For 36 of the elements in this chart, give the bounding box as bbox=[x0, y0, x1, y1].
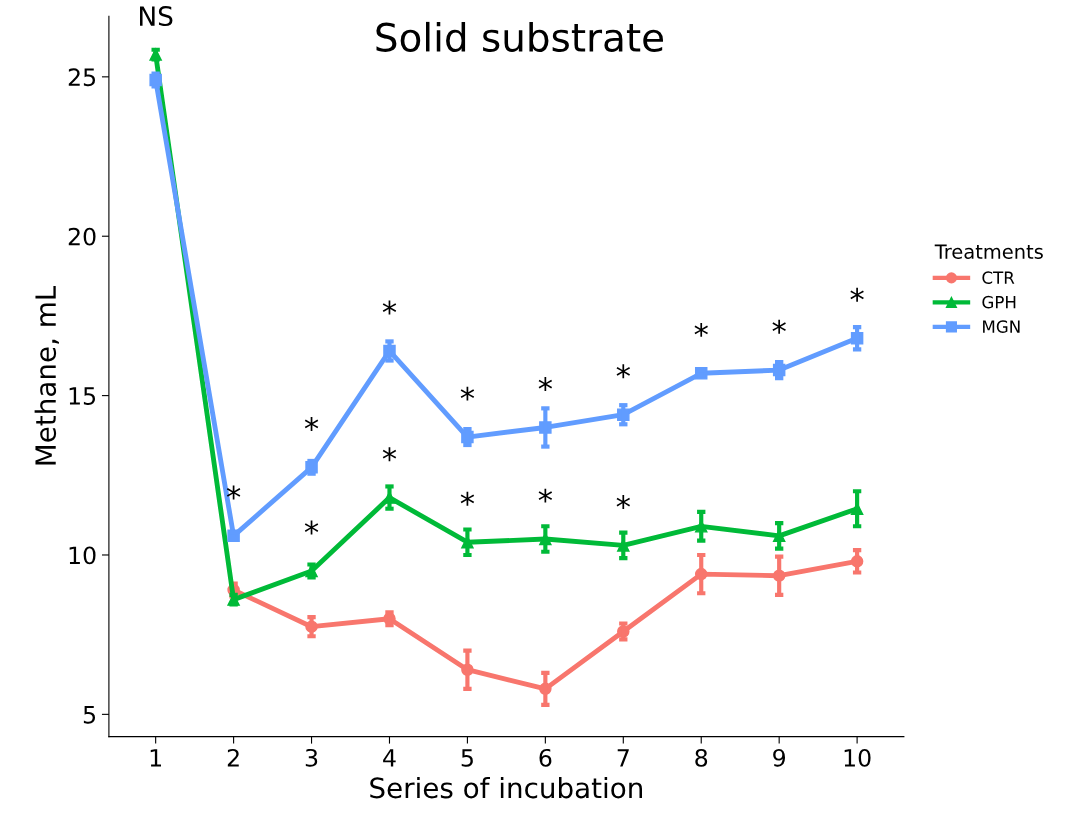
y-tick-label: 20 bbox=[68, 227, 96, 246]
x-tick-label: 1 bbox=[150, 749, 161, 767]
y-tick-label: 15 bbox=[69, 387, 96, 405]
x-tick-label: 8 bbox=[695, 748, 708, 767]
x-tick-label: 6 bbox=[539, 748, 552, 767]
y-tick-label: 5 bbox=[83, 706, 96, 724]
x-tick-label: 7 bbox=[617, 749, 629, 767]
annotation: * bbox=[382, 300, 397, 315]
annotation: * bbox=[616, 364, 631, 379]
x-tick-label: 4 bbox=[383, 749, 396, 767]
annotation: * bbox=[772, 319, 786, 334]
annotation: * bbox=[460, 386, 475, 401]
y-axis-title: Methane, mL bbox=[34, 285, 59, 465]
annotation: * bbox=[304, 416, 319, 431]
annotation: * bbox=[304, 520, 319, 535]
y-tick-label: 10 bbox=[69, 546, 96, 565]
x-tick-label: 5 bbox=[461, 749, 473, 767]
annotation: * bbox=[460, 491, 475, 506]
annotation: * bbox=[694, 322, 708, 337]
x-tick-label: 10 bbox=[844, 748, 871, 767]
annotation: * bbox=[382, 447, 397, 462]
x-tick-label: 3 bbox=[305, 748, 318, 767]
chart-title: Solid substrate bbox=[376, 21, 663, 52]
x-axis-title: Series of incubation bbox=[370, 776, 642, 799]
x-tick-label: 9 bbox=[773, 748, 786, 767]
legend-label: MGN bbox=[983, 320, 1020, 333]
legend-label: GPH bbox=[982, 295, 1016, 309]
y-tick-label: 25 bbox=[68, 68, 96, 87]
annotation: * bbox=[616, 495, 631, 509]
legend-title: Treatments bbox=[934, 244, 1043, 259]
x-tick-label: 2 bbox=[227, 748, 239, 767]
annotation: * bbox=[538, 488, 553, 503]
legend-label: CTR bbox=[982, 271, 1015, 284]
annotation: * bbox=[850, 287, 864, 302]
annotation: NS bbox=[140, 6, 173, 27]
annotation: * bbox=[538, 377, 553, 392]
